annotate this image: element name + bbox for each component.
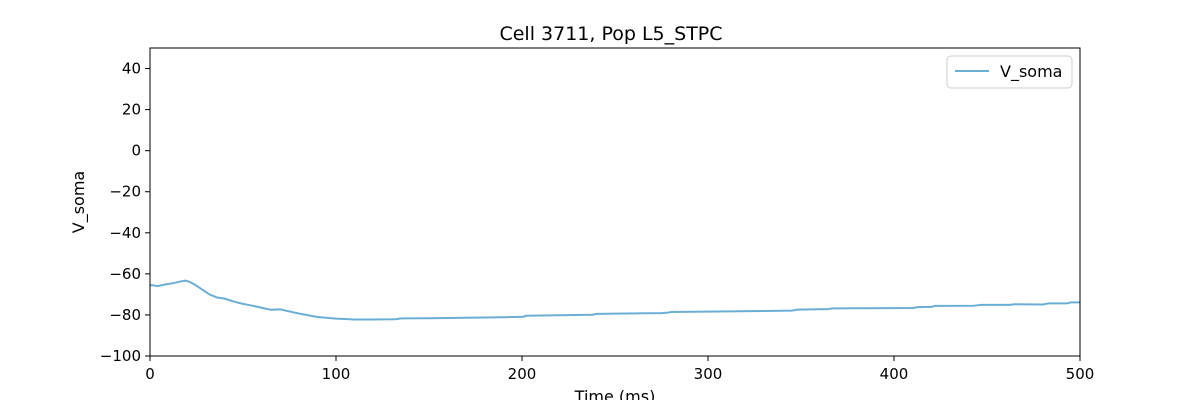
x-tick-label: 0 [145,365,155,383]
x-tick-label: 400 [880,365,909,383]
series-line-v-soma [149,279,1080,321]
y-tick-label: −60 [109,265,141,283]
y-tick-label: 20 [122,101,141,119]
x-tick-label: 100 [322,365,351,383]
legend-box [946,55,1073,89]
x-tick-label: 300 [694,365,723,383]
y-tick-label: −40 [109,224,141,242]
y-tick-label: −80 [109,306,141,324]
y-axis-label: V_soma [69,171,89,233]
x-axis-label: Time (ms) [574,387,656,400]
series-layer [149,279,1080,321]
x-tick-label: 200 [508,365,537,383]
legend-label: V_soma [1000,62,1062,82]
plot-frame [149,47,1081,357]
legend: V_soma [946,55,1073,89]
y-axis: −100 −80 −60 −40 −20 0 20 40 [100,60,150,365]
x-tick-label: 500 [1066,365,1095,383]
chart-title: Cell 3711, Pop L5_STPC [499,23,722,45]
x-axis: 0 100 200 300 400 500 [145,356,1094,383]
y-tick-label: −20 [109,183,141,201]
y-tick-label: 0 [131,142,141,160]
y-tick-label: 40 [122,60,141,78]
y-tick-label: −100 [100,347,141,365]
